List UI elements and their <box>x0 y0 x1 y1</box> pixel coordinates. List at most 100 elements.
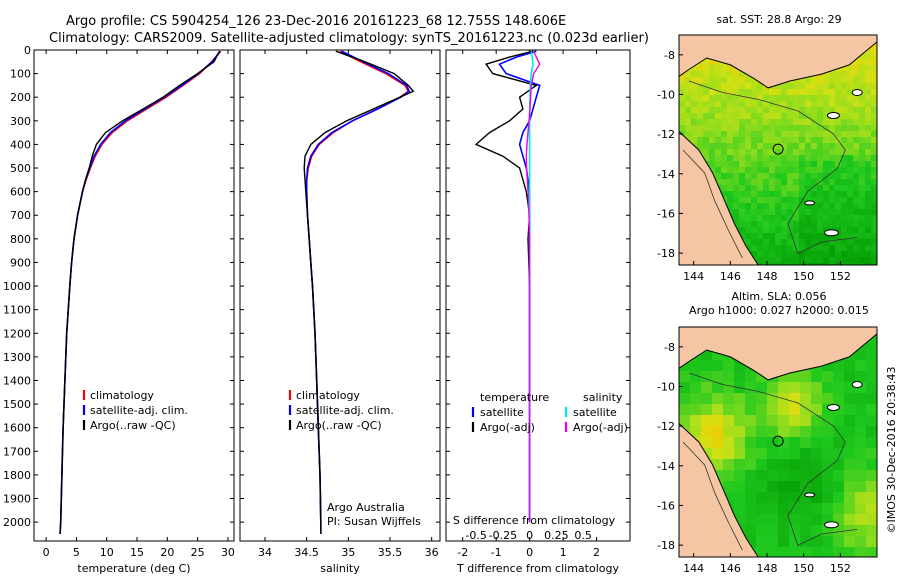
sst_map-cell <box>805 191 812 198</box>
sst_map-cell <box>787 203 794 210</box>
sst_map-cell <box>721 113 728 120</box>
depth-tick-label: 1000 <box>3 280 31 293</box>
sst_map-cell <box>805 137 812 144</box>
sst_map-cell <box>799 107 806 114</box>
sst_map-cell <box>865 155 872 162</box>
sla_map-cell <box>789 481 801 493</box>
sst_map-cell <box>871 161 877 168</box>
sst_map-cell <box>871 203 877 210</box>
sst_map-cell <box>703 95 710 102</box>
sla_map-cell <box>756 481 768 493</box>
sla_map-cell <box>789 503 801 515</box>
sst_map-cell <box>781 215 788 222</box>
sst_map-cell <box>781 137 788 144</box>
salinity-xtick-label: 35.5 <box>378 546 403 559</box>
sst_map-cell <box>715 131 722 138</box>
sst_map-cell <box>775 119 782 126</box>
sst_map-cell <box>871 59 877 66</box>
sst_map-cell <box>691 137 698 144</box>
sst_map-cell <box>733 113 740 120</box>
sla_map-cell <box>800 514 812 526</box>
sst_map-cell <box>871 95 877 102</box>
sla_map-cell <box>789 525 801 537</box>
sst_map-cell <box>811 155 818 162</box>
sst_map-cell <box>799 137 806 144</box>
sst_map-cell <box>787 167 794 174</box>
sst_map-cell <box>727 185 734 192</box>
sst_map-cell <box>763 263 770 265</box>
sst_map-cell <box>811 149 818 156</box>
island-outline <box>851 89 863 96</box>
sst_map-cell <box>793 83 800 90</box>
sst_map-cell <box>841 167 848 174</box>
sst_map-cell <box>757 233 764 240</box>
sst_map-cell <box>721 155 728 162</box>
temperature-plot-frame <box>33 49 235 542</box>
sst_map-cell <box>829 257 836 264</box>
sst_map-cell <box>871 131 877 138</box>
sst_map-cell <box>805 203 812 210</box>
sst_map-cell <box>865 251 872 258</box>
sst_map-cell <box>853 161 860 168</box>
sst_map-cell <box>799 227 806 234</box>
sst_map-cell <box>871 221 877 228</box>
sst_map-cell <box>691 65 698 72</box>
temperature-xtick-label: 10 <box>100 546 114 559</box>
depth-tick-label: 700 <box>10 209 31 222</box>
sst_map-cell <box>829 95 836 102</box>
sst_map-cell <box>859 155 866 162</box>
sst_map-cell <box>871 137 877 144</box>
sst_map-cell <box>847 119 854 126</box>
sst_map-cell <box>847 89 854 96</box>
sst_map-cell <box>817 215 824 222</box>
sst_map-cell <box>841 245 848 252</box>
sst_map-cell <box>817 83 824 90</box>
sst_map-cell <box>745 245 752 252</box>
sst_map-cell <box>781 119 788 126</box>
sst_map-cell <box>811 179 818 186</box>
sla_map-cell <box>822 437 834 449</box>
sla_map-cell <box>778 470 790 482</box>
sst_map-cell <box>769 137 776 144</box>
sla_map-cell <box>756 525 768 537</box>
sst_map-cell <box>757 245 764 252</box>
sla_map-cell <box>712 459 724 471</box>
sst_map-cell <box>835 161 842 168</box>
sst_map-cell <box>823 101 830 108</box>
sla_map-cell <box>767 404 779 416</box>
sst_map-cell <box>763 191 770 198</box>
sst_map-cell <box>805 209 812 216</box>
sst_map-cell <box>859 185 866 192</box>
sst_map-cell <box>805 107 812 114</box>
sst_map-cell <box>853 227 860 234</box>
sst_map-cell <box>763 161 770 168</box>
sla_map-cell <box>844 547 856 557</box>
island-outline <box>823 521 839 529</box>
sst_map-cell <box>751 227 758 234</box>
sla_map-cell <box>745 437 757 449</box>
sla_map-cell <box>778 514 790 526</box>
sst_map-cell <box>799 221 806 228</box>
sst_map-cell <box>727 203 734 210</box>
sla_map-cell <box>767 448 779 460</box>
sst_map-cell <box>835 89 842 96</box>
sst_map-cell <box>799 89 806 96</box>
sst_map-cell <box>829 149 836 156</box>
sst_map-cell <box>769 221 776 228</box>
sst_map-cell <box>865 185 872 192</box>
sst_map-cell <box>847 239 854 246</box>
sla_map-cell <box>866 393 877 405</box>
sst_map-cell <box>763 251 770 258</box>
sst_map-cell <box>871 239 877 246</box>
sst_map-cell <box>793 95 800 102</box>
sla_map-cell <box>778 492 790 504</box>
sst_map-cell <box>721 89 728 96</box>
sst_map-cell <box>787 233 794 240</box>
sst_map-cell <box>829 245 836 252</box>
sst_map-cell <box>859 77 866 84</box>
sst_map-cell <box>745 185 752 192</box>
sst_map-cell <box>727 95 734 102</box>
salinity-series-argo-raw-qc- <box>303 50 415 534</box>
sst_map-cell <box>871 185 877 192</box>
sla_map-cell <box>778 503 790 515</box>
